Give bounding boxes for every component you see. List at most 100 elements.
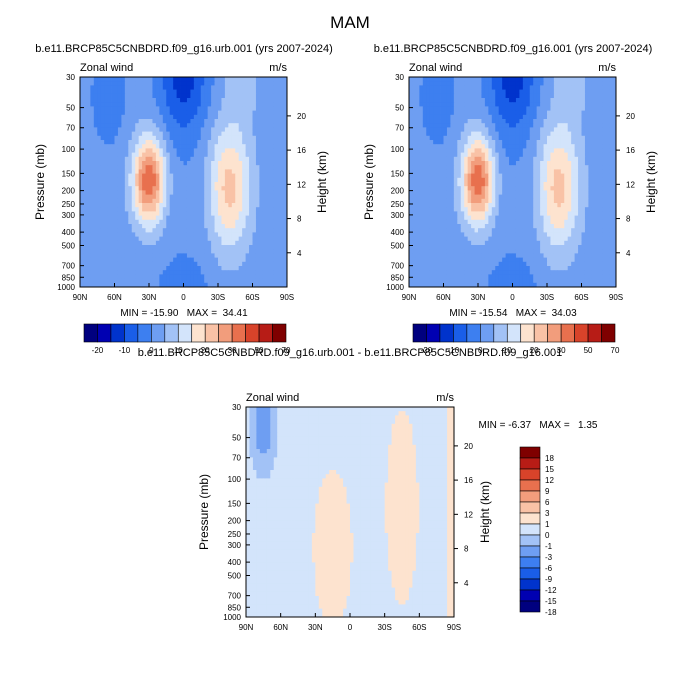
contour-cell <box>276 270 281 275</box>
contour-cell <box>224 177 229 183</box>
contour-cell <box>200 249 205 254</box>
contour-cell <box>124 119 129 124</box>
contour-cell <box>488 81 493 86</box>
contour-cell <box>255 194 260 200</box>
contour-cell <box>111 89 115 95</box>
contour-cell <box>80 215 84 221</box>
contour-cell <box>186 85 191 90</box>
contour-cell <box>446 131 451 137</box>
contour-cell <box>276 114 281 120</box>
contour-cell <box>211 131 215 137</box>
contour-cell <box>214 211 219 216</box>
contour-cell <box>183 102 188 107</box>
contour-cell <box>155 182 160 187</box>
contour-cell <box>498 161 503 166</box>
contour-cell <box>145 240 150 246</box>
contour-cell <box>422 207 427 212</box>
contour-cell <box>93 278 98 284</box>
contour-cell <box>283 257 288 263</box>
contour-cell <box>200 106 205 111</box>
contour-cell <box>173 135 177 141</box>
contour-cell <box>135 266 140 271</box>
contour-cell <box>598 102 603 107</box>
contour-cell <box>138 224 143 229</box>
panel-2-contour-field <box>409 77 617 288</box>
contour-cell <box>186 219 191 225</box>
contour-cell <box>90 253 95 258</box>
contour-cell <box>529 156 534 162</box>
contour-cell <box>155 77 160 82</box>
contour-cell <box>207 207 212 212</box>
contour-cell <box>117 253 122 258</box>
contour-cell <box>138 207 143 212</box>
contour-cell <box>522 77 527 82</box>
contour-cell <box>602 81 607 86</box>
contour-cell <box>131 282 136 288</box>
contour-cell <box>117 173 122 179</box>
contour-cell <box>193 165 198 170</box>
contour-cell <box>169 261 174 267</box>
contour-cell <box>124 278 129 284</box>
contour-cell <box>547 114 551 120</box>
contour-cell <box>491 89 496 95</box>
contour-cell <box>612 182 617 187</box>
contour-cell <box>591 152 596 158</box>
contour-cell <box>557 144 562 149</box>
contour-cell <box>249 148 253 153</box>
contour-cell <box>488 173 493 179</box>
contour-cell <box>169 114 174 120</box>
contour-cell <box>173 282 177 288</box>
contour-cell <box>190 245 195 250</box>
contour-cell <box>446 98 451 103</box>
contour-cell <box>97 253 102 258</box>
contour-cell <box>252 253 257 258</box>
contour-cell <box>547 93 551 99</box>
contour-cell <box>162 266 167 271</box>
contour-cell <box>426 161 431 166</box>
contour-cell <box>457 203 462 208</box>
contour-cell <box>266 165 271 170</box>
contour-cell <box>186 156 191 162</box>
contour-cell <box>478 165 482 170</box>
contour-cell <box>609 156 613 162</box>
contour-cell <box>100 169 105 174</box>
contour-cell <box>450 152 455 158</box>
contour-cell <box>90 186 95 191</box>
contour-cell <box>173 182 177 187</box>
contour-cell <box>245 224 250 229</box>
contour-cell <box>214 266 219 271</box>
contour-cell <box>574 81 579 86</box>
contour-cell <box>149 278 153 284</box>
contour-cell <box>107 165 112 170</box>
contour-cell <box>269 194 274 200</box>
contour-cell <box>484 106 489 111</box>
contour-cell <box>540 198 544 204</box>
contour-cell <box>93 266 98 271</box>
contour-cell <box>190 190 195 195</box>
contour-cell <box>252 194 257 200</box>
contour-cell <box>190 182 195 187</box>
contour-cell <box>166 140 171 145</box>
contour-cell <box>412 207 417 212</box>
contour-cell <box>124 266 129 271</box>
contour-cell <box>266 194 271 200</box>
contour-cell <box>560 102 565 107</box>
contour-cell <box>100 89 105 95</box>
contour-cell <box>242 165 246 170</box>
contour-cell <box>114 127 119 132</box>
contour-cell <box>200 236 205 242</box>
contour-cell <box>135 169 140 174</box>
contour-cell <box>574 198 579 204</box>
contour-cell <box>612 77 617 82</box>
contour-cell <box>526 161 531 166</box>
contour-cell <box>598 144 603 149</box>
contour-cell <box>235 144 240 149</box>
contour-cell <box>117 203 122 208</box>
contour-cell <box>211 194 215 200</box>
contour-cell <box>117 257 122 263</box>
contour-cell <box>474 98 479 103</box>
contour-cell <box>446 144 451 149</box>
contour-cell <box>218 169 222 174</box>
contour-cell <box>252 148 257 153</box>
